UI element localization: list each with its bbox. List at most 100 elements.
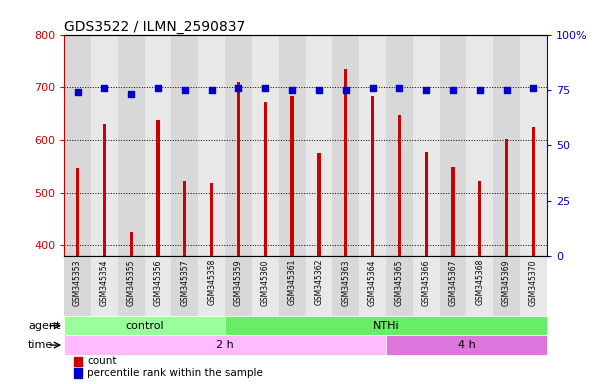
Bar: [225, 256, 252, 316]
FancyBboxPatch shape: [64, 335, 386, 355]
Text: GSM345357: GSM345357: [180, 259, 189, 306]
Bar: [264, 102, 267, 256]
Point: [368, 84, 378, 91]
Point: [502, 87, 511, 93]
Text: GSM345358: GSM345358: [207, 259, 216, 305]
Bar: [183, 181, 186, 256]
Bar: [156, 120, 159, 256]
Text: GDS3522 / ILMN_2590837: GDS3522 / ILMN_2590837: [64, 20, 246, 33]
Bar: [317, 153, 321, 256]
Text: GSM345368: GSM345368: [475, 259, 485, 305]
FancyBboxPatch shape: [64, 316, 225, 335]
Bar: [466, 35, 493, 256]
Bar: [64, 256, 91, 316]
Bar: [145, 35, 172, 256]
Bar: [225, 35, 252, 256]
Bar: [172, 35, 198, 256]
Bar: [332, 35, 359, 256]
Bar: [344, 69, 347, 256]
Point: [422, 87, 431, 93]
Text: control: control: [125, 321, 164, 331]
Text: GSM345356: GSM345356: [153, 259, 163, 306]
Bar: [118, 35, 145, 256]
Text: agent: agent: [28, 321, 60, 331]
Bar: [198, 35, 225, 256]
Point: [395, 84, 404, 91]
Bar: [386, 256, 413, 316]
Text: GSM345366: GSM345366: [422, 259, 431, 306]
Point: [529, 84, 538, 91]
Text: percentile rank within the sample: percentile rank within the sample: [87, 368, 263, 378]
FancyBboxPatch shape: [225, 316, 547, 335]
Text: NTHi: NTHi: [373, 321, 399, 331]
Text: GSM345360: GSM345360: [261, 259, 270, 306]
Text: GSM345355: GSM345355: [126, 259, 136, 306]
Bar: [103, 124, 106, 256]
Text: GSM345365: GSM345365: [395, 259, 404, 306]
Point: [341, 87, 351, 93]
Bar: [76, 168, 79, 256]
Bar: [279, 256, 306, 316]
Point: [475, 87, 485, 93]
Bar: [118, 256, 145, 316]
Bar: [130, 232, 133, 256]
Bar: [413, 256, 439, 316]
Bar: [290, 96, 294, 256]
Text: 4 h: 4 h: [458, 340, 475, 350]
Text: count: count: [87, 356, 117, 366]
Point: [100, 84, 109, 91]
Bar: [359, 256, 386, 316]
Text: GSM345362: GSM345362: [315, 259, 323, 305]
Bar: [493, 35, 520, 256]
Bar: [306, 35, 332, 256]
Text: GSM345364: GSM345364: [368, 259, 377, 306]
Bar: [64, 35, 91, 256]
Bar: [252, 35, 279, 256]
Bar: [359, 35, 386, 256]
Bar: [74, 357, 82, 366]
Bar: [172, 256, 198, 316]
Bar: [198, 256, 225, 316]
Text: GSM345361: GSM345361: [288, 259, 296, 305]
Bar: [505, 139, 508, 256]
Point: [314, 87, 324, 93]
Text: GSM345353: GSM345353: [73, 259, 82, 306]
Text: GSM345363: GSM345363: [341, 259, 350, 306]
Bar: [371, 96, 374, 256]
Bar: [413, 35, 439, 256]
Bar: [386, 35, 413, 256]
Bar: [306, 256, 332, 316]
Text: GSM345359: GSM345359: [234, 259, 243, 306]
Bar: [332, 256, 359, 316]
Bar: [210, 183, 213, 256]
Bar: [532, 127, 535, 256]
Bar: [466, 256, 493, 316]
Bar: [452, 167, 455, 256]
Text: 2 h: 2 h: [216, 340, 234, 350]
Bar: [145, 256, 172, 316]
Point: [153, 84, 163, 91]
Bar: [493, 256, 520, 316]
Text: GSM345354: GSM345354: [100, 259, 109, 306]
Bar: [398, 115, 401, 256]
Point: [126, 91, 136, 98]
Point: [287, 87, 297, 93]
Bar: [91, 256, 118, 316]
Bar: [439, 256, 466, 316]
Text: time: time: [28, 340, 53, 350]
Point: [260, 84, 270, 91]
Bar: [478, 181, 481, 256]
Bar: [520, 256, 547, 316]
Bar: [279, 35, 306, 256]
Point: [180, 87, 190, 93]
Point: [233, 84, 243, 91]
Text: GSM345367: GSM345367: [448, 259, 458, 306]
Bar: [237, 82, 240, 256]
Point: [73, 89, 82, 95]
Bar: [91, 35, 118, 256]
Bar: [520, 35, 547, 256]
Text: GSM345370: GSM345370: [529, 259, 538, 306]
Point: [207, 87, 216, 93]
Bar: [425, 152, 428, 256]
Bar: [74, 369, 82, 378]
